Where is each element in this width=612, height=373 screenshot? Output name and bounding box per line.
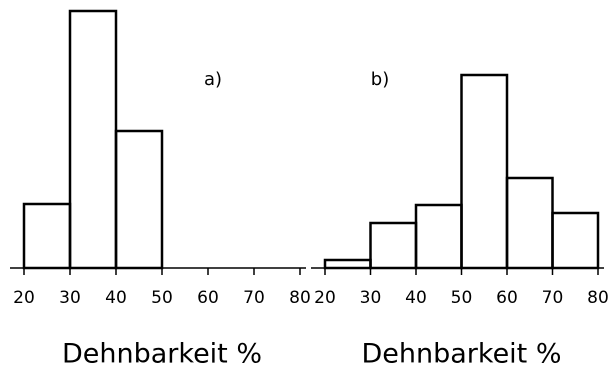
x-axis-label: Dehnbarkeit % — [361, 339, 561, 370]
x-tick-label: 60 — [496, 288, 518, 308]
x-tick-label: 60 — [197, 288, 219, 308]
x-tick-label: 40 — [105, 288, 127, 308]
x-tick-label: 40 — [405, 288, 427, 308]
histogram-bar — [369, 221, 418, 270]
x-tick-label: 20 — [314, 288, 336, 308]
x-tick-label: 80 — [289, 288, 311, 308]
histogram-bar — [114, 129, 164, 270]
x-tick-label: 20 — [13, 288, 35, 308]
x-tick-label: 50 — [151, 288, 173, 308]
histogram-bar — [505, 176, 554, 270]
x-tick-label: 30 — [360, 288, 382, 308]
histogram-bar — [460, 73, 509, 270]
x-tick-label: 70 — [243, 288, 265, 308]
x-tick-label: 30 — [59, 288, 81, 308]
panel-label: a) — [204, 69, 222, 90]
histogram-bar — [414, 203, 463, 270]
x-tick-label: 50 — [451, 288, 473, 308]
histogram-bar — [551, 211, 600, 270]
panel-label: b) — [371, 69, 389, 90]
histogram-bar — [68, 9, 118, 270]
histogram-bar — [323, 258, 372, 270]
histogram-bar — [22, 202, 72, 270]
x-tick-label: 80 — [587, 288, 609, 308]
x-tick-label: 70 — [542, 288, 564, 308]
x-axis-label: Dehnbarkeit % — [62, 339, 262, 370]
